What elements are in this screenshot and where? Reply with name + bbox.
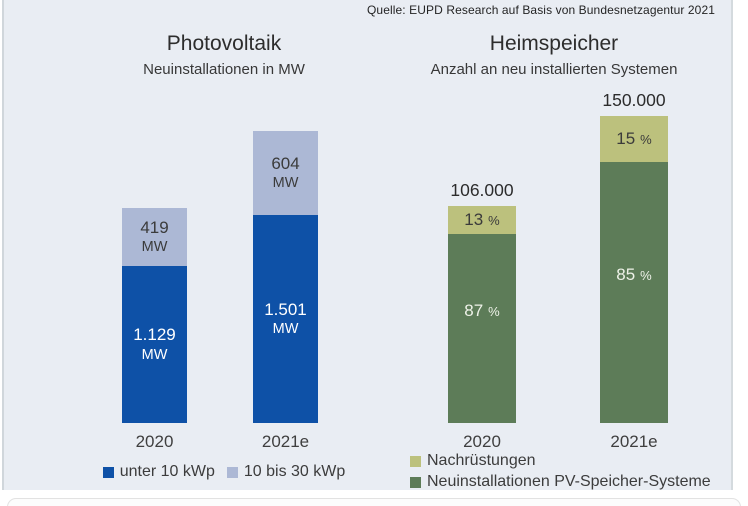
bar-segment: 85% [600, 162, 668, 423]
chart-title-photovoltaik: Photovoltaik [166, 32, 282, 55]
bar-segment: 13% [448, 206, 516, 234]
bar-segment: 419 MW [122, 208, 187, 266]
bar-2021e: 150.000 15% 85% 2021e [600, 90, 668, 455]
bar-total-label: 150.000 [602, 90, 666, 110]
legend-swatch [102, 466, 114, 478]
legend-swatch [410, 476, 421, 488]
category-label: 2021e [261, 432, 310, 451]
segment-value-label: 85% [616, 264, 652, 284]
bar-segment: 1.129 MW [122, 266, 187, 423]
segment-value-label: 1.129 MW [133, 325, 176, 363]
segment-value-label: 604 MW [271, 153, 300, 192]
bar-segment: 604 MW [253, 131, 318, 215]
legend-label: unter 10 kWp [119, 463, 215, 480]
chart-photovoltaik: Photovoltaik Neuinstallationen in MW 419… [44, 28, 404, 490]
segment-value-label: 15% [616, 129, 652, 149]
next-card-top-edge [7, 498, 741, 506]
bar-2020: 106.000 13% 87% 2020 [448, 180, 516, 455]
legend-item: Nachrüstungen [410, 452, 711, 470]
category-label: 2021e [610, 432, 658, 451]
bars-area-photovoltaik: 419 MW 1.129 MW 2020 604 MW 1.501 MW 2021e [122, 131, 318, 455]
category-label: 2020 [135, 432, 174, 451]
segment-value-label: 1.501 MW [264, 299, 307, 338]
segment-value-label: 87% [464, 300, 500, 320]
bar-segment: 15% [600, 116, 668, 162]
bar-segment: 1.501 MW [253, 215, 318, 423]
bar-segment: 87% [448, 234, 516, 423]
bar-2020: 419 MW 1.129 MW 2020 [122, 208, 187, 455]
legend-label: Neuinstallationen PV-Speicher-Systeme [427, 473, 711, 490]
segment-value-label: 419 MW [140, 217, 169, 256]
chart-title-heimspeicher: Heimspeicher [489, 32, 619, 55]
chart-subtitle-heimspeicher: Anzahl an neu installierten Systemen [430, 61, 678, 78]
chart-canvas: Quelle: EUPD Research auf Basis von Bund… [2, 0, 733, 490]
legend-swatch [410, 455, 421, 467]
legend-photovoltaik: unter 10 kWp 10 bis 30 kWp [44, 463, 404, 481]
legend-swatch [226, 466, 238, 478]
segment-value-label: 13% [464, 210, 500, 230]
source-attribution: Quelle: EUPD Research auf Basis von Bund… [366, 3, 715, 17]
chart-subtitle-photovoltaik: Neuinstallationen in MW [143, 61, 305, 78]
legend-item: 10 bis 30 kWp [226, 463, 346, 481]
legend-label: Nachrüstungen [427, 452, 536, 469]
legend-item: unter 10 kWp [102, 463, 215, 481]
bars-area-heimspeicher: 106.000 13% 87% 2020 150.000 15% 85% 2021e [448, 90, 668, 455]
legend-heimspeicher: Nachrüstungen Neuinstallationen PV-Speich… [410, 452, 711, 491]
category-label: 2020 [463, 432, 501, 451]
legend-item: Neuinstallationen PV-Speicher-Systeme [410, 473, 711, 491]
chart-heimspeicher: Heimspeicher Anzahl an neu installierten… [374, 28, 734, 490]
bar-total-label: 106.000 [450, 180, 514, 200]
page-background-strip [0, 490, 748, 506]
bar-2021e: 604 MW 1.501 MW 2021e [253, 131, 318, 455]
legend-label: 10 bis 30 kWp [243, 463, 346, 480]
